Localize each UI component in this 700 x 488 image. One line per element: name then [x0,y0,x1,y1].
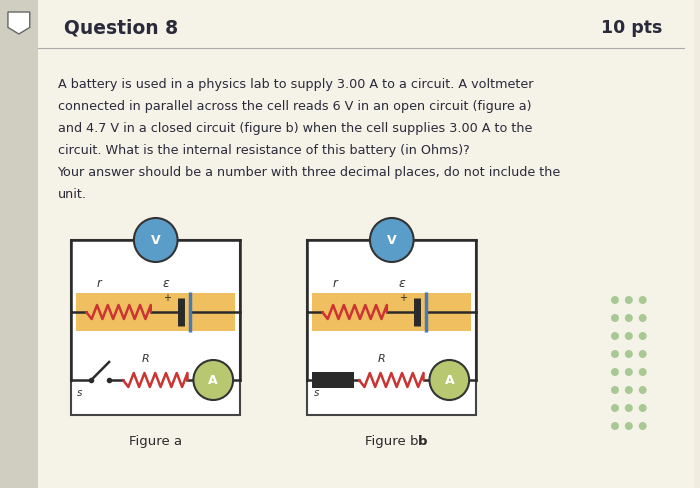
Text: r: r [97,277,102,290]
Text: A: A [209,373,218,386]
Text: Figure a: Figure a [130,435,182,448]
Circle shape [134,218,178,262]
Circle shape [625,368,633,376]
Text: ε: ε [398,277,405,290]
Circle shape [639,368,647,376]
Polygon shape [633,0,700,488]
Circle shape [370,218,414,262]
Circle shape [625,350,633,358]
Text: R: R [378,354,386,364]
Circle shape [611,314,619,322]
Circle shape [639,404,647,412]
Polygon shape [395,0,700,488]
Polygon shape [419,0,700,488]
Circle shape [639,332,647,340]
Circle shape [193,360,233,400]
Circle shape [625,386,633,394]
Polygon shape [347,0,700,488]
Circle shape [625,422,633,430]
Text: b: b [418,435,427,448]
Polygon shape [371,0,700,488]
Circle shape [639,422,647,430]
Polygon shape [585,0,700,488]
Polygon shape [490,0,700,488]
Polygon shape [538,0,700,488]
Circle shape [430,360,469,400]
Circle shape [611,368,619,376]
Bar [312,372,354,388]
Circle shape [611,386,619,394]
Text: +: + [399,293,407,303]
Text: ε: ε [162,277,169,290]
Polygon shape [8,12,30,34]
Circle shape [611,404,619,412]
Text: A: A [444,373,454,386]
Polygon shape [466,0,700,488]
Circle shape [639,350,647,358]
Polygon shape [680,0,700,488]
Circle shape [625,296,633,304]
Text: V: V [151,233,160,246]
Polygon shape [561,0,700,488]
Text: Figure b: Figure b [365,435,419,448]
Text: r: r [332,277,337,290]
Text: unit.: unit. [57,188,87,201]
Circle shape [625,332,633,340]
Bar [312,293,471,331]
Text: 10 pts: 10 pts [601,19,663,37]
Text: R: R [142,354,150,364]
Polygon shape [609,0,700,488]
Circle shape [625,314,633,322]
Circle shape [639,296,647,304]
Circle shape [639,314,647,322]
Bar [307,240,476,415]
Circle shape [611,422,619,430]
Text: +: + [162,293,171,303]
Circle shape [625,404,633,412]
Text: Your answer should be a number with three decimal places, do not include the: Your answer should be a number with thre… [57,166,561,179]
Text: connected in parallel across the cell reads 6 V in an open circuit (figure a): connected in parallel across the cell re… [57,100,531,113]
Bar [76,293,235,331]
Text: and 4.7 V in a closed circuit (figure b) when the cell supplies 3.00 A to the: and 4.7 V in a closed circuit (figure b)… [57,122,532,135]
Bar [0,0,38,488]
Polygon shape [514,0,700,488]
Text: s: s [78,388,83,398]
Polygon shape [442,0,700,488]
Polygon shape [657,0,700,488]
Circle shape [611,332,619,340]
Circle shape [639,386,647,394]
Text: A battery is used in a physics lab to supply 3.00 A to a circuit. A voltmeter: A battery is used in a physics lab to su… [57,78,533,91]
Circle shape [611,350,619,358]
Circle shape [611,296,619,304]
Text: circuit. What is the internal resistance of this battery (in Ohms)?: circuit. What is the internal resistance… [57,144,469,157]
Bar [71,240,240,415]
Text: Question 8: Question 8 [64,19,178,38]
Text: V: V [387,233,397,246]
Text: s: s [314,388,318,398]
